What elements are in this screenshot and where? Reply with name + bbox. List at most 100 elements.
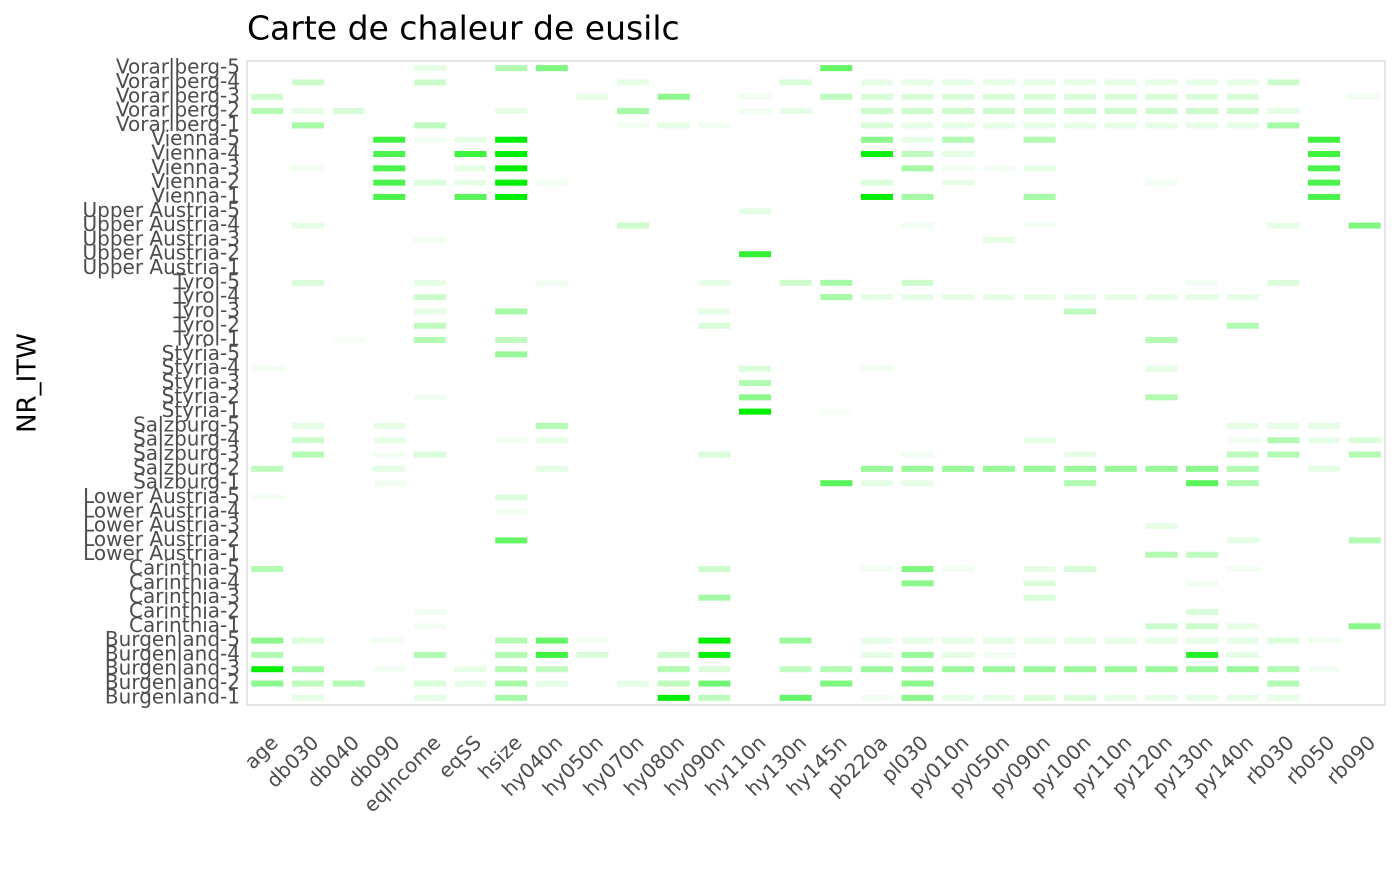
heat-cell: [535, 508, 568, 515]
heat-cell: [820, 380, 853, 386]
heat-cell: [1104, 623, 1137, 630]
heat-cell: [1348, 322, 1381, 329]
heat-cell: [982, 694, 1015, 701]
heat-cell: [1267, 451, 1300, 458]
heat-cell: [1023, 65, 1056, 72]
y-tick-label: Upper Austria-5: [82, 198, 240, 222]
heat-cell: [739, 93, 772, 100]
heat-cell: [1186, 451, 1219, 458]
heat-cell: [617, 79, 650, 86]
heat-cell: [373, 122, 406, 129]
heat-cell: [1267, 422, 1300, 429]
heat-cell: [982, 179, 1015, 186]
heat-cell: [251, 523, 284, 530]
heat-cell: [1145, 65, 1178, 72]
heat-cell: [413, 594, 446, 601]
heat-cell: [535, 480, 568, 487]
heat-cell: [901, 308, 934, 315]
heat-cell: [860, 666, 893, 673]
heat-cell: [291, 408, 324, 415]
heat-cell: [454, 680, 487, 687]
heat-cell: [779, 236, 812, 243]
heat-cell: [1308, 465, 1341, 472]
y-tick-label: Lower Austria-1: [83, 541, 240, 565]
heat-cell: [1186, 637, 1219, 644]
heat-cell: [373, 308, 406, 315]
heat-cell: [1104, 680, 1137, 687]
heat-cell: [942, 79, 975, 86]
heat-cell: [1226, 265, 1259, 272]
heat-cell: [982, 351, 1015, 358]
heat-cell: [332, 408, 365, 415]
heat-cell: [1023, 208, 1056, 215]
heat-cell: [657, 480, 690, 487]
heat-cell: [1308, 508, 1341, 515]
heat-cell: [291, 65, 324, 72]
heat-cell: [1226, 151, 1259, 158]
heat-cell: [576, 322, 609, 329]
heat-cell: [698, 451, 731, 458]
heat-cell: [1308, 608, 1341, 615]
heat-cell: [1308, 337, 1341, 344]
y-tick-label: Styria-4: [162, 355, 240, 379]
heat-cell: [1145, 508, 1178, 515]
heat-cell: [1145, 122, 1178, 129]
heat-cell: [535, 165, 568, 172]
heat-cell: [657, 580, 690, 587]
heat-cell: [413, 408, 446, 415]
heat-cell: [332, 136, 365, 143]
heat-cell: [739, 222, 772, 229]
heat-cell: [373, 508, 406, 515]
heat-cell: [617, 480, 650, 487]
heat-cell: [1308, 551, 1341, 558]
heat-cell: [291, 279, 324, 286]
heat-cell: [332, 451, 365, 458]
heat-cell: [698, 122, 731, 129]
heat-cell: [982, 580, 1015, 587]
heat-cell: [1308, 165, 1341, 172]
heat-cell: [413, 694, 446, 701]
heat-cell: [1348, 193, 1381, 200]
heat-cell: [1064, 666, 1097, 673]
heat-cell: [617, 523, 650, 530]
heat-cell: [413, 79, 446, 86]
heat-cell: [332, 608, 365, 615]
heat-cell: [576, 179, 609, 186]
heat-cell: [1023, 251, 1056, 258]
heat-cell: [657, 566, 690, 573]
heat-cell: [1308, 494, 1341, 501]
heat-cell: [413, 394, 446, 401]
heat-cell: [251, 508, 284, 515]
heat-cell: [860, 79, 893, 86]
heat-cell: [1226, 337, 1259, 344]
heat-cell: [698, 594, 731, 601]
heat-cell: [1348, 122, 1381, 129]
heat-cell: [779, 337, 812, 344]
heat-cell: [1023, 394, 1056, 401]
heat-cell: [576, 151, 609, 158]
heat-cell: [251, 580, 284, 587]
heat-cell: [1145, 465, 1178, 472]
heat-cell: [373, 680, 406, 687]
heat-cell: [739, 651, 772, 658]
heat-cell: [454, 566, 487, 573]
heat-cell: [1308, 651, 1341, 658]
heat-cell: [860, 494, 893, 501]
heat-cell: [860, 365, 893, 372]
heat-cell: [1186, 165, 1219, 172]
heat-cell: [779, 193, 812, 200]
heat-cell: [860, 151, 893, 158]
heat-cell: [576, 680, 609, 687]
y-tick-label: Carinthia-5: [129, 556, 240, 580]
heat-cell: [779, 322, 812, 329]
heat-cell: [495, 236, 528, 243]
heat-cell: [617, 122, 650, 129]
heat-cell: [535, 351, 568, 358]
heat-cell: [1226, 351, 1259, 358]
heat-cell: [982, 222, 1015, 229]
heat-cell: [576, 394, 609, 401]
heat-cell: [820, 322, 853, 329]
heat-cell: [1064, 508, 1097, 515]
heat-cell: [1145, 165, 1178, 172]
heat-cell: [698, 251, 731, 258]
